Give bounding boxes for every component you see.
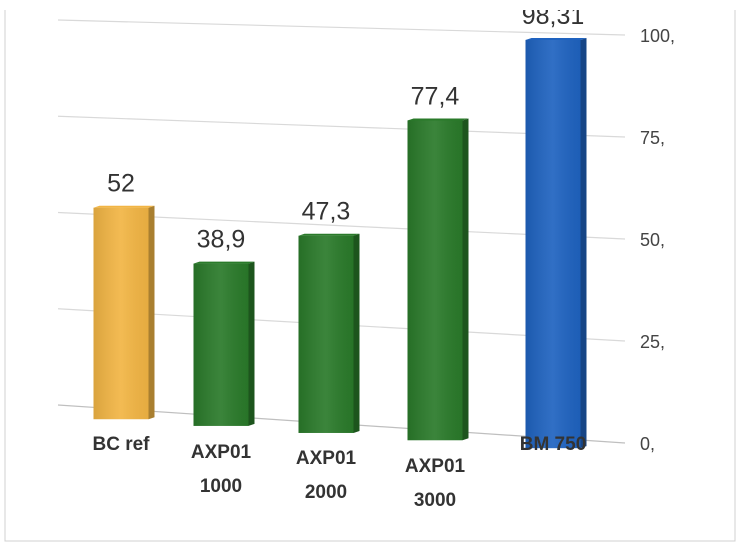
bar-side (580, 37, 587, 449)
bar-shading (93, 207, 149, 420)
bar-side (148, 205, 155, 420)
bar-shading (407, 120, 463, 441)
x-tick-label: BM 750 (520, 434, 587, 455)
bar-side (462, 118, 469, 441)
bar-top (193, 261, 255, 264)
x-tick-label: 3000 (414, 490, 456, 511)
bar-top (298, 233, 360, 236)
x-tick-label: 2000 (305, 482, 347, 503)
y-tick-label: 25, (640, 332, 665, 352)
y-tick-label: 100, (640, 26, 675, 46)
data-label: 77,4 (411, 82, 460, 110)
bar-top (93, 205, 155, 208)
bar-side (353, 233, 360, 433)
data-label: 52 (107, 170, 135, 198)
data-label: 38,9 (197, 226, 246, 254)
bar-top (407, 118, 469, 121)
y-tick-label: 75, (640, 128, 665, 148)
bar-top (525, 37, 587, 40)
bar-side (248, 261, 255, 426)
gridline (57, 19, 626, 36)
x-tick-label: AXP01 (296, 448, 357, 469)
cropped-title-strip (0, 0, 740, 10)
bar-shading (298, 235, 354, 433)
x-tick-label: 1000 (200, 476, 242, 497)
x-tick-label: AXP01 (405, 456, 466, 477)
bar-shading (193, 263, 249, 426)
x-tick-label: BC ref (92, 434, 150, 455)
labels-group: 0, 25, 50, 75, 100, 52 BC ref 38,9 AXP01 1000 47,3… (92, 2, 675, 511)
bar-shading (525, 39, 581, 449)
y-tick-label: 0, (640, 434, 655, 454)
y-tick-label: 50, (640, 230, 665, 250)
data-label: 47,3 (302, 198, 351, 226)
bars-group (93, 37, 587, 449)
x-tick-label: AXP01 (191, 442, 252, 463)
